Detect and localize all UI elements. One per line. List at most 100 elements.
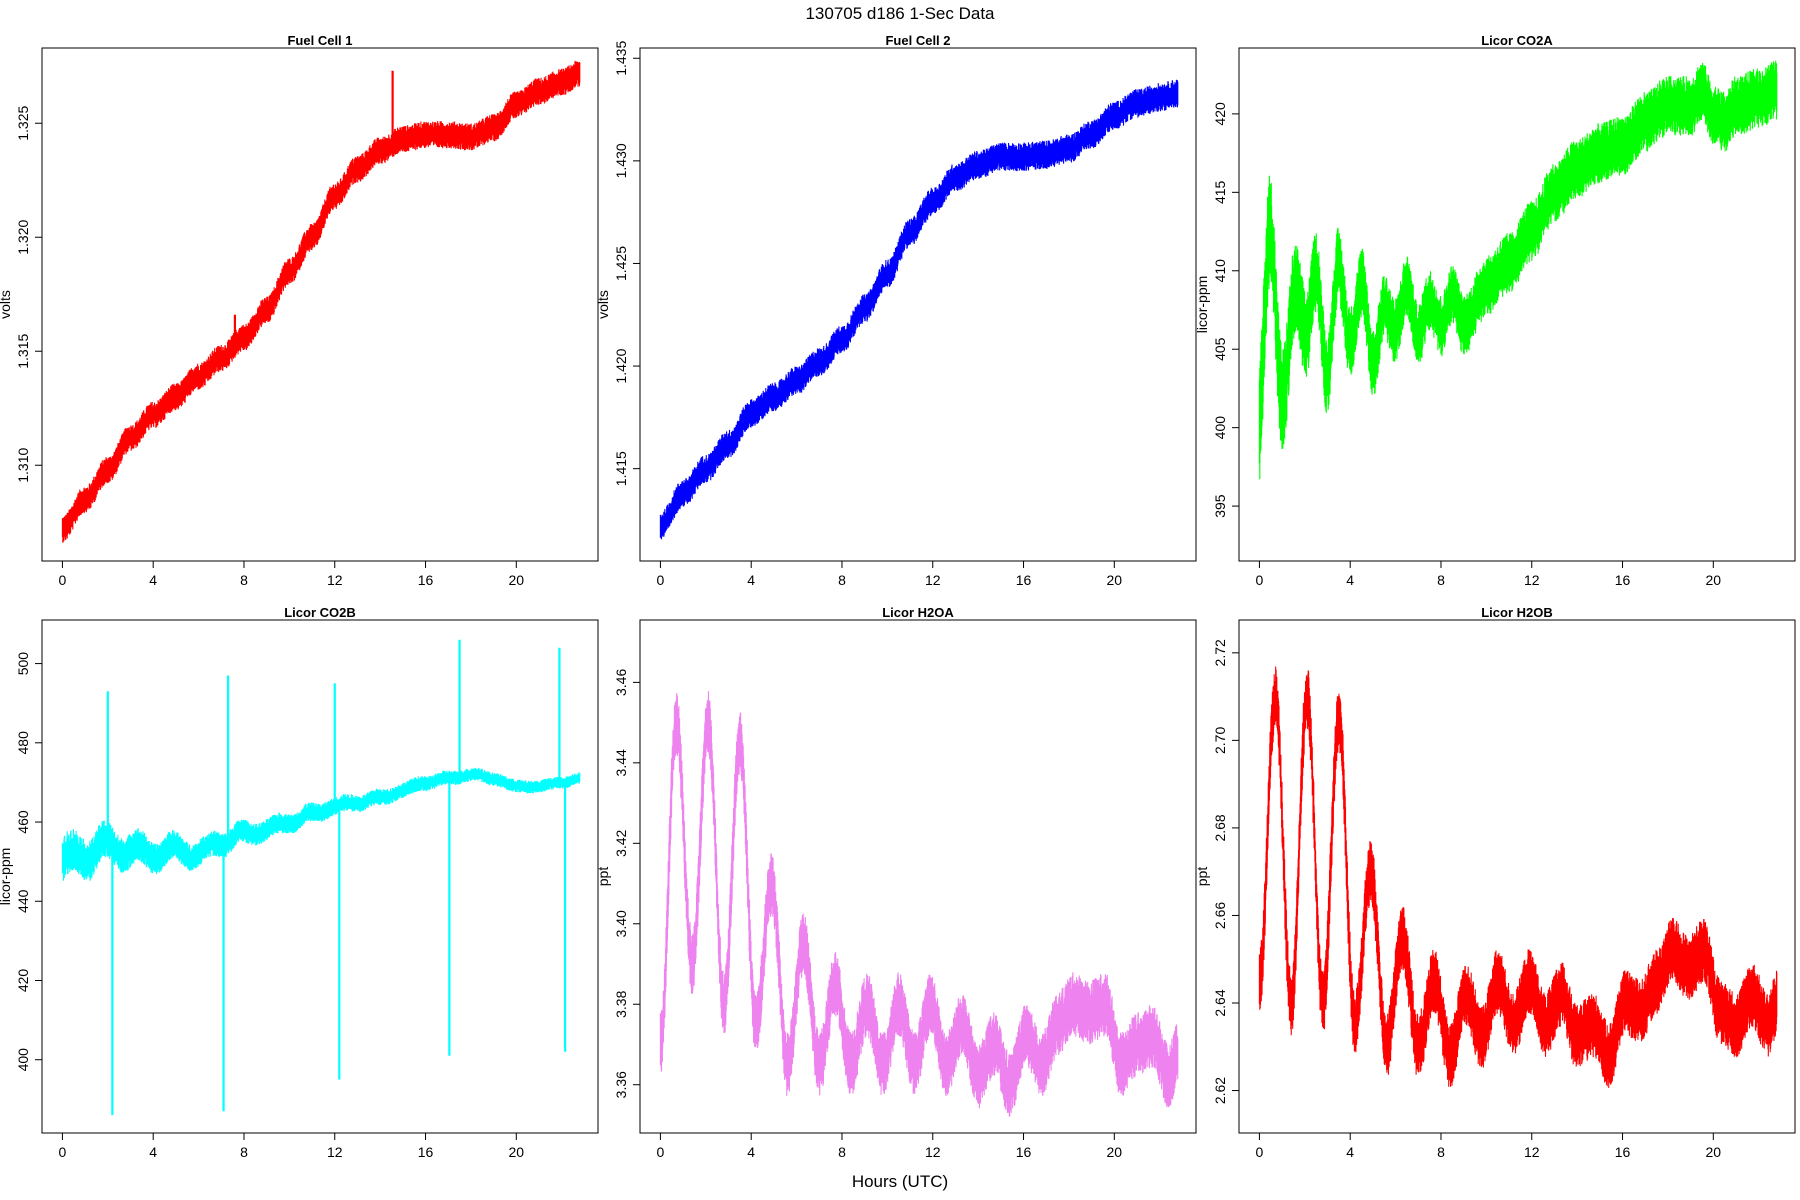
y-tick-label: 395 — [1212, 494, 1228, 518]
y-tick-label: 2.66 — [1212, 902, 1228, 929]
x-tick-label: 4 — [1346, 1144, 1354, 1160]
x-tick-label: 12 — [327, 572, 343, 588]
x-tick-label: 12 — [925, 572, 941, 588]
y-tick-label: 1.315 — [15, 334, 31, 369]
y-tick-label: 2.68 — [1212, 814, 1228, 841]
y-tick-label: 3.36 — [613, 1071, 629, 1098]
y-tick-label: 2.64 — [1212, 989, 1228, 1016]
y-tick-label: 2.72 — [1212, 639, 1228, 666]
x-tick-label: 0 — [59, 1144, 67, 1160]
plot-frame — [41, 619, 599, 1134]
series-line — [659, 79, 1179, 540]
y-tick-label: 410 — [1212, 259, 1228, 283]
y-tick-label: 500 — [15, 652, 31, 676]
y-tick-label: 400 — [1212, 416, 1228, 440]
y-tick-label: 415 — [1212, 180, 1228, 204]
y-tick-label: 1.325 — [15, 106, 31, 141]
y-tick-label: 1.310 — [15, 448, 31, 483]
x-tick-label: 20 — [509, 572, 525, 588]
y-tick-label: 3.40 — [613, 910, 629, 937]
plot-frame — [1238, 619, 1796, 1134]
y-tick-label: 1.430 — [613, 143, 629, 178]
x-tick-label: 12 — [1524, 572, 1540, 588]
x-tick-label: 8 — [838, 1144, 846, 1160]
figure-x-axis-label: Hours (UTC) — [852, 1172, 948, 1191]
y-tick-label: 3.42 — [613, 829, 629, 856]
panel-title: Licor CO2B — [284, 605, 356, 620]
series-line — [61, 60, 581, 543]
x-tick-label: 12 — [925, 1144, 941, 1160]
y-tick-label: 400 — [15, 1048, 31, 1072]
panel-3: Licor CO2A licor-ppm 0 4 8 12 16 20 395 400 405 410… — [1194, 33, 1796, 588]
x-tick-label: 16 — [1016, 1144, 1032, 1160]
x-tick-label: 20 — [1107, 572, 1123, 588]
x-tick-label: 4 — [1346, 572, 1354, 588]
y-tick-label: 420 — [1212, 102, 1228, 126]
y-tick-label: 440 — [15, 889, 31, 913]
y-axis-label: volts — [595, 290, 611, 319]
series-line — [61, 767, 581, 881]
y-tick-label: 405 — [1212, 337, 1228, 361]
x-tick-label: 4 — [747, 1144, 755, 1160]
panel-5: Licor H2OA ppt 0 4 8 12 16 20 3.36 3.38 3.40 3.42 3.… — [595, 605, 1197, 1160]
panel-4: Licor CO2B licor-ppm 0 4 8 12 16 20 400 420 440 460… — [0, 605, 599, 1160]
y-tick-label: 3.38 — [613, 990, 629, 1017]
x-tick-label: 16 — [1615, 1144, 1631, 1160]
y-tick-label: 3.46 — [613, 669, 629, 696]
y-axis-label: volts — [0, 290, 13, 319]
panel-title: Fuel Cell 1 — [287, 33, 352, 48]
x-tick-label: 8 — [838, 572, 846, 588]
x-tick-label: 20 — [1706, 572, 1722, 588]
x-tick-label: 0 — [1256, 572, 1264, 588]
x-tick-label: 12 — [327, 1144, 343, 1160]
y-axis-label: ppt — [595, 867, 611, 887]
panel-title: Licor H2OB — [1481, 605, 1553, 620]
y-tick-label: 2.62 — [1212, 1077, 1228, 1104]
series-line — [1258, 60, 1778, 480]
y-tick-label: 2.70 — [1212, 727, 1228, 754]
panel-6: Licor H2OB ppt 0 4 8 12 16 20 2.62 2.64 2.66 2.68 2.… — [1194, 605, 1796, 1160]
x-tick-label: 4 — [149, 572, 157, 588]
x-tick-label: 4 — [149, 1144, 157, 1160]
y-axis-label: ppt — [1194, 867, 1210, 887]
panel-1: Fuel Cell 1 volts 0 4 8 12 16 20 1.310 1.315 1.320… — [0, 33, 599, 588]
y-axis-label: licor-ppm — [1194, 276, 1210, 334]
x-tick-label: 8 — [1437, 572, 1445, 588]
y-axis-label: licor-ppm — [0, 848, 13, 906]
series-line — [1258, 666, 1778, 1088]
panel-title: Licor H2OA — [882, 605, 954, 620]
x-tick-label: 8 — [1437, 1144, 1445, 1160]
figure-title: 130705 d186 1-Sec Data — [805, 4, 995, 23]
y-tick-label: 420 — [15, 969, 31, 993]
x-tick-label: 0 — [657, 1144, 665, 1160]
x-tick-label: 16 — [418, 572, 434, 588]
series-line — [659, 691, 1179, 1117]
panel-title: Licor CO2A — [1481, 33, 1553, 48]
x-tick-label: 16 — [1016, 572, 1032, 588]
x-tick-label: 0 — [59, 572, 67, 588]
x-tick-label: 8 — [240, 572, 248, 588]
panel-2: Fuel Cell 2 volts 0 4 8 12 16 20 1.415 1.420 1.425… — [595, 33, 1197, 588]
x-tick-label: 16 — [418, 1144, 434, 1160]
y-tick-label: 460 — [15, 810, 31, 834]
y-tick-label: 3.44 — [613, 749, 629, 776]
y-tick-label: 1.420 — [613, 348, 629, 383]
panel-title: Fuel Cell 2 — [885, 33, 950, 48]
x-tick-label: 20 — [1706, 1144, 1722, 1160]
x-tick-label: 20 — [509, 1144, 525, 1160]
y-tick-label: 1.435 — [613, 41, 629, 76]
panels: Fuel Cell 1 volts 0 4 8 12 16 20 1.310 1.315 1.320… — [0, 33, 1796, 1160]
x-tick-label: 0 — [657, 572, 665, 588]
plot-frame — [41, 47, 599, 562]
y-tick-label: 1.320 — [15, 220, 31, 255]
x-tick-label: 16 — [1615, 572, 1631, 588]
x-tick-label: 0 — [1256, 1144, 1264, 1160]
x-tick-label: 8 — [240, 1144, 248, 1160]
y-tick-label: 480 — [15, 731, 31, 755]
y-tick-label: 1.415 — [613, 451, 629, 486]
x-tick-label: 12 — [1524, 1144, 1540, 1160]
x-tick-label: 4 — [747, 572, 755, 588]
y-tick-label: 1.425 — [613, 246, 629, 281]
x-tick-label: 20 — [1107, 1144, 1123, 1160]
